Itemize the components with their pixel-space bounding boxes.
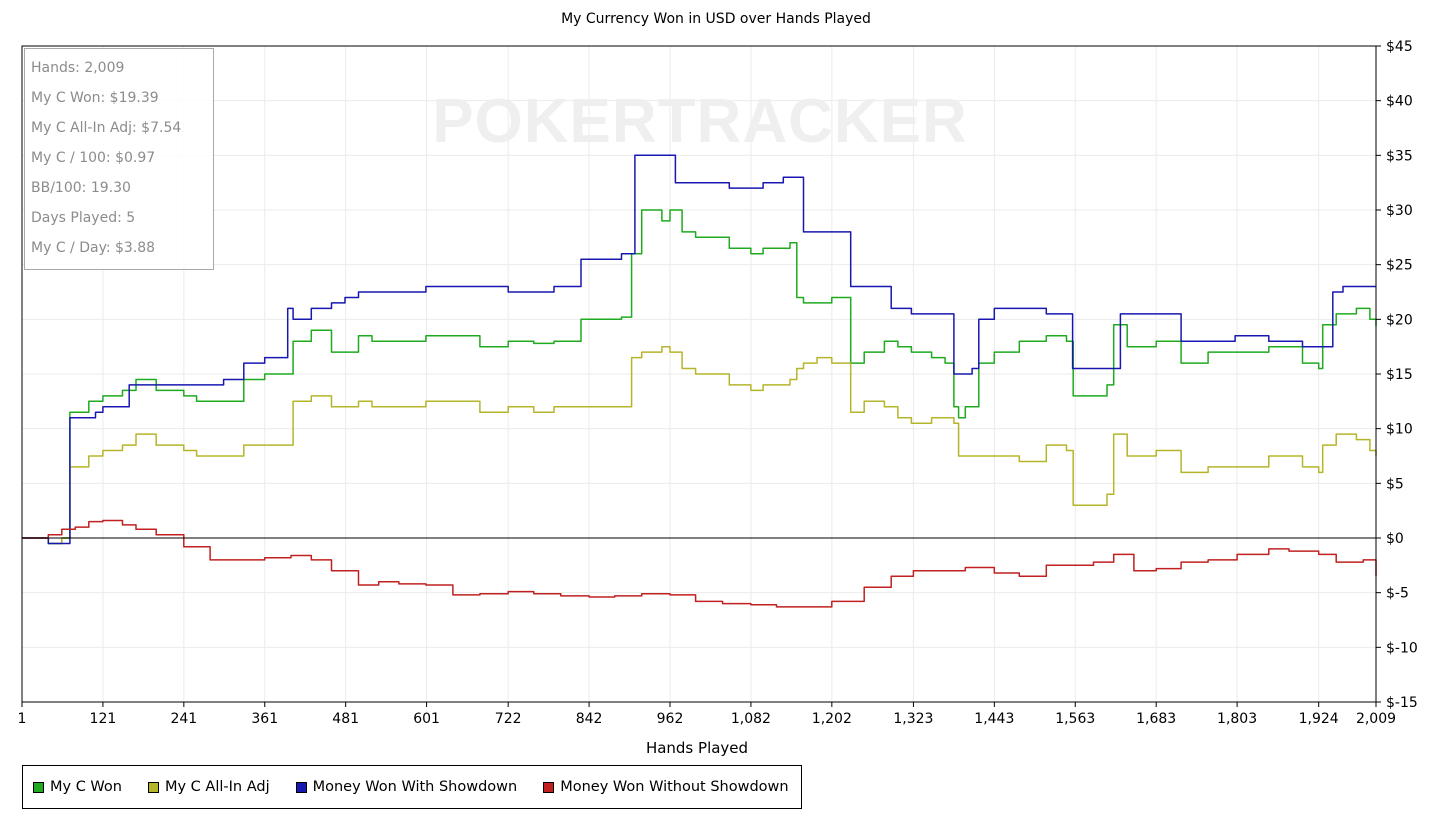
stats-box: Hands: 2,009 My C Won: $19.39 My C All-In …	[24, 48, 214, 270]
x-tick-label: 121	[90, 711, 117, 727]
x-tick-label: 1	[18, 711, 27, 727]
x-tick-label: 1,563	[1055, 711, 1095, 727]
x-axis-ticks: 1 121 241 361 481 601 722 842 962 1,082 1,202 1,323…	[18, 702, 1396, 727]
legend-item: My C All-In Adj	[147, 779, 270, 795]
y-tick-label: $-5	[1386, 586, 1409, 602]
x-tick-label: 1,082	[731, 711, 771, 727]
stats-line: My C All-In Adj: $7.54	[31, 120, 182, 136]
y-tick-label: $25	[1386, 258, 1413, 274]
chart-title: My Currency Won in USD over Hands Played	[561, 11, 871, 27]
stats-line: Days Played: 5	[31, 210, 136, 226]
legend-swatch	[295, 781, 307, 793]
legend-item: Money Won With Showdown	[295, 779, 518, 795]
x-axis-label: Hands Played	[646, 739, 748, 757]
x-tick-label: 601	[413, 711, 440, 727]
x-tick-label: 1,683	[1136, 711, 1176, 727]
legend-label: Money Won Without Showdown	[560, 779, 789, 795]
x-tick-label: 361	[251, 711, 278, 727]
y-tick-label: $-15	[1386, 695, 1418, 711]
x-tick-label: 1,443	[974, 711, 1014, 727]
legend-swatch	[33, 781, 44, 793]
watermark: POKERTRACKER	[432, 87, 968, 156]
legend-item: My C Won	[33, 779, 122, 795]
y-tick-label: $45	[1386, 39, 1413, 55]
y-tick-label: $20	[1386, 312, 1413, 328]
legend-label: Money Won With Showdown	[312, 779, 518, 795]
stats-line: My C Won: $19.39	[31, 90, 159, 106]
x-tick-label: 1,202	[812, 711, 852, 727]
x-tick-label: 962	[657, 711, 684, 727]
x-tick-label: 241	[170, 711, 197, 727]
y-tick-label: $-10	[1386, 640, 1418, 656]
x-tick-label: 1,924	[1299, 711, 1339, 727]
stats-line: My C / Day: $3.88	[31, 240, 156, 256]
series-lines	[22, 154, 1377, 608]
y-tick-label: $5	[1386, 476, 1404, 492]
stats-line: BB/100: 19.30	[31, 180, 131, 196]
stats-line: My C / 100: $0.97	[31, 150, 156, 166]
series-line	[22, 345, 1377, 545]
series-line	[22, 209, 1377, 545]
x-tick-label: 481	[332, 711, 359, 727]
series-line	[22, 154, 1376, 545]
y-axis-ticks: $45 $40 $35 $30 $25 $20 $15 $10 $5 $0 $-5 $-10 $-15	[1376, 39, 1418, 711]
x-tick-label: 722	[495, 711, 522, 727]
x-tick-label: 1,323	[893, 711, 933, 727]
grid	[21, 45, 1377, 703]
y-tick-label: $10	[1386, 422, 1413, 438]
legend-swatch	[147, 781, 159, 793]
y-tick-label: $40	[1386, 94, 1413, 110]
legend-swatch	[543, 781, 555, 793]
x-tick-label: 2,009	[1356, 711, 1396, 727]
y-tick-label: $0	[1386, 531, 1404, 547]
x-tick-label: 1,803	[1217, 711, 1257, 727]
y-tick-label: $35	[1386, 148, 1413, 164]
stats-line: Hands: 2,009	[31, 60, 125, 76]
legend-label: My C Won	[50, 779, 122, 795]
legend: My C Won My C All-In Adj Money Won With Sh…	[22, 765, 802, 809]
y-tick-label: $30	[1386, 203, 1413, 219]
legend-label: My C All-In Adj	[164, 779, 270, 795]
y-tick-label: $15	[1386, 367, 1413, 383]
series-line	[22, 519, 1377, 608]
x-tick-label: 842	[576, 711, 603, 727]
legend-item: Money Won Without Showdown	[543, 779, 789, 795]
